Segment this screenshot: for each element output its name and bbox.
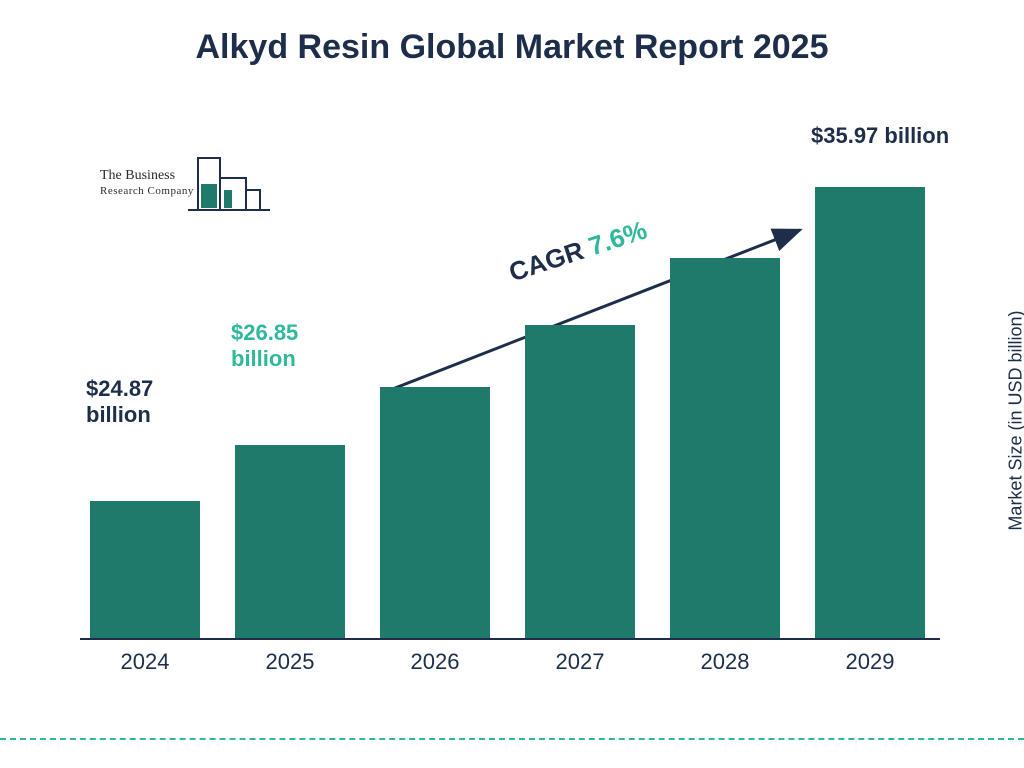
- x-category-label: 2025: [235, 649, 345, 675]
- chart-title: Alkyd Resin Global Market Report 2025: [0, 28, 1024, 67]
- chart-area: CAGR 7.6% 202420252026202720282029$24.87…: [80, 120, 940, 680]
- bar: [235, 445, 345, 638]
- x-category-label: 2024: [90, 649, 200, 675]
- bar: [380, 387, 490, 638]
- chart-baseline: [80, 638, 940, 640]
- bar: [670, 258, 780, 638]
- y-axis-label: Market Size (in USD billion): [1006, 311, 1024, 531]
- x-category-label: 2029: [815, 649, 925, 675]
- bar: [90, 501, 200, 639]
- bar-data-label: $26.85billion: [231, 320, 401, 373]
- x-category-label: 2026: [380, 649, 490, 675]
- bar-data-label: $24.87billion: [86, 376, 256, 429]
- bar: [525, 325, 635, 638]
- x-category-label: 2027: [525, 649, 635, 675]
- x-category-label: 2028: [670, 649, 780, 675]
- bottom-divider: [0, 738, 1024, 740]
- bar-data-label: $35.97 billion: [811, 123, 981, 149]
- bar: [815, 187, 925, 638]
